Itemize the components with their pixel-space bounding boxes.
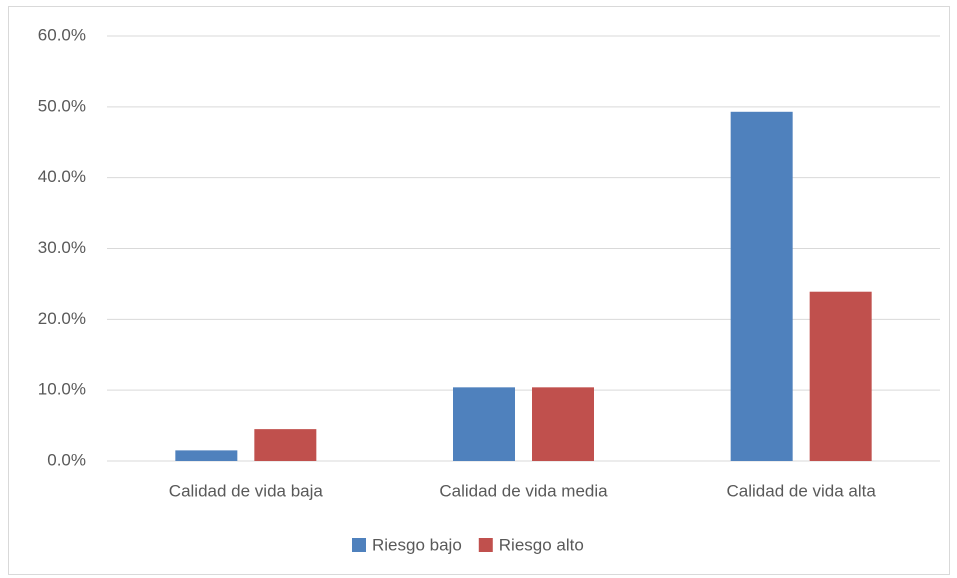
bar: [730, 111, 793, 462]
legend-label: Riesgo bajo: [372, 535, 462, 554]
y-tick-label: 50.0%: [38, 96, 86, 115]
bar: [254, 429, 317, 461]
x-tick-label: Calidad de vida baja: [169, 481, 324, 500]
bar: [453, 387, 515, 461]
legend-swatch: [478, 538, 493, 552]
legend-swatch: [352, 538, 366, 552]
y-tick-label: 0.0%: [47, 450, 86, 469]
x-tick-label: Calidad de vida media: [439, 481, 608, 500]
bar: [809, 291, 872, 461]
legend-label: Riesgo alto: [499, 535, 584, 554]
y-tick-label: 30.0%: [38, 238, 86, 257]
bar: [175, 450, 238, 461]
x-tick-label: Calidad de vida alta: [727, 481, 877, 500]
y-tick-label: 10.0%: [38, 380, 86, 399]
y-tick-label: 20.0%: [38, 309, 86, 328]
y-tick-label: 40.0%: [38, 167, 86, 186]
y-tick-label: 60.0%: [38, 25, 86, 44]
bar: [532, 387, 594, 461]
